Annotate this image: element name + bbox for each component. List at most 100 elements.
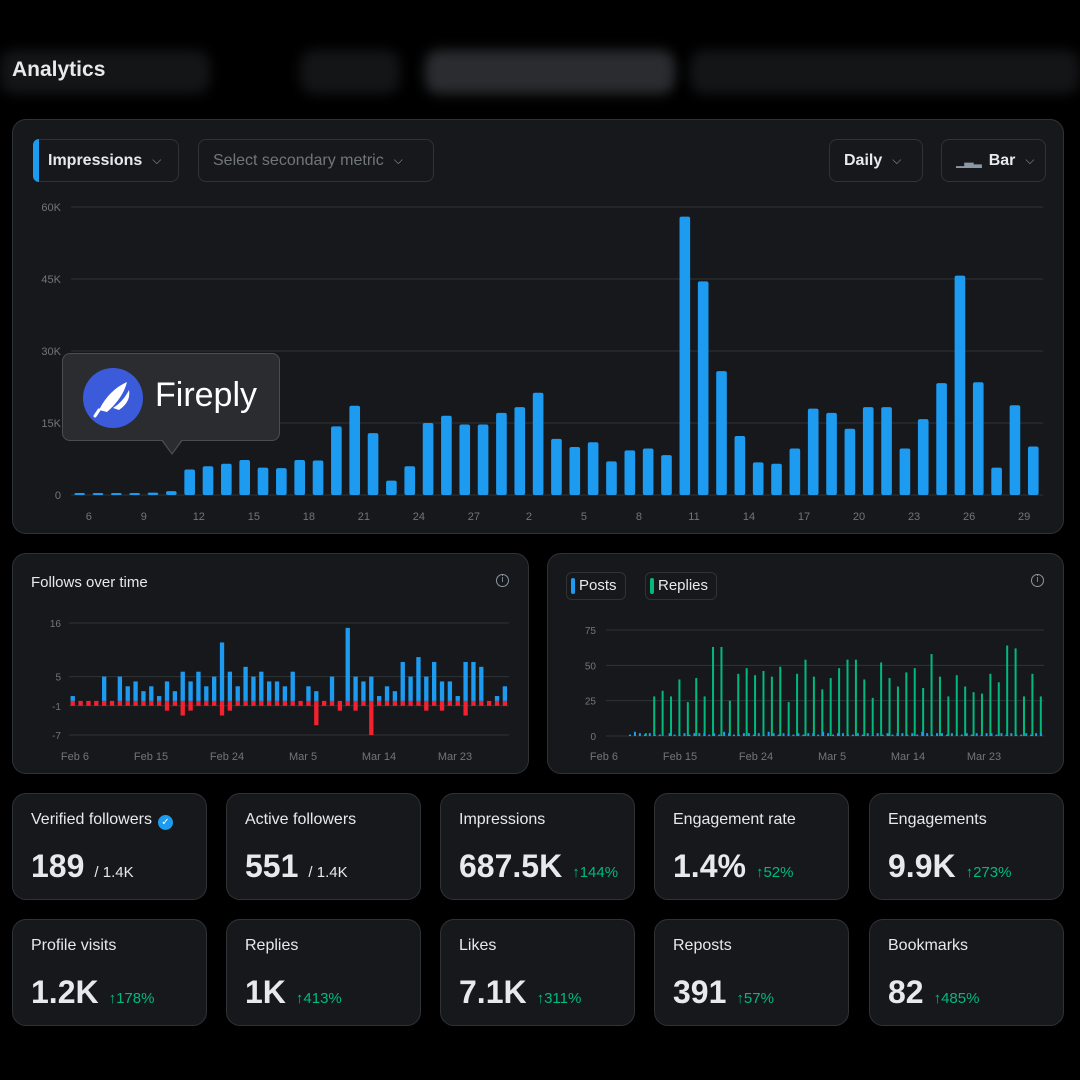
follows-gain-bar [345,627,350,701]
posts-bar [693,733,696,736]
posts-bar [698,733,701,736]
posts-bar [762,734,765,736]
y-tick-label: 25 [585,697,597,708]
x-tick-label: 21 [358,511,370,523]
secondary-metric-dropdown[interactable]: Select secondary metric ⌵ [198,139,434,182]
stat-label: Engagements [888,811,987,828]
replies-bar [997,682,1000,736]
x-tick-label: Mar 5 [818,751,846,763]
follows-loss-bar [337,700,343,711]
posts-bar [752,734,755,736]
impressions-bar [1009,405,1021,495]
stat-total: / 1.4K [94,864,134,881]
posts-bar [767,731,770,736]
stat-value: 391 [673,974,727,1010]
stat-card-active-followers: Active followers 551 / 1.4K [226,793,421,900]
stat-change: ↑311% [537,990,582,1007]
replies-bar [863,679,866,736]
follows-gain-bar [251,676,256,701]
impressions-bar [551,438,562,495]
firefly-logo-shape [93,382,130,418]
replies-bar [796,673,799,736]
follows-loss-bar [157,700,162,706]
replies-bar [1031,673,1034,736]
replies-bar [913,668,916,736]
blurred-region [0,50,210,94]
posts-bar [837,733,839,736]
follows-loss-bar [439,700,445,711]
follows-loss-bar [479,700,484,706]
legend-replies[interactable]: Replies [645,572,718,600]
stat-label-text: Verified followers [31,811,152,828]
info-icon[interactable]: i [496,574,509,587]
brand-tooltip: Fireply [62,353,280,455]
posts-bar [742,733,745,736]
posts-bar [668,733,671,736]
follows-gain-bar [314,691,319,701]
follows-loss-bar [251,700,256,706]
stat-label: Verified followers ✓ [31,811,173,830]
replies-bar [888,678,891,736]
replies-bar [938,676,941,736]
x-tick-label: Mar 14 [891,751,925,763]
posts-bar [1015,734,1018,736]
follows-loss-bar [424,700,429,711]
stat-value: 687.5K [459,848,563,884]
impressions-bar [74,493,85,495]
interval-dropdown[interactable]: Daily ⌵ [829,139,923,182]
primary-metric-dropdown[interactable]: Impressions ⌵ [33,139,179,182]
impressions-bar [972,382,984,495]
follows-gain-bar [424,676,429,701]
posts-bar [718,734,721,736]
impressions-bar [954,275,966,495]
follows-gain-bar [416,657,421,701]
follows-loss-bar [455,700,460,706]
x-tick-label: Feb 15 [134,751,168,763]
replies-bar [922,687,925,736]
follows-gain-bar [180,671,185,701]
info-icon[interactable]: i [1031,574,1044,587]
stat-value: 1.4% [673,848,746,884]
follows-loss-bar [117,700,123,706]
impressions-bar [422,423,434,495]
posts-bar [1030,734,1033,736]
follows-gain-bar [447,681,453,701]
posts-bar [985,733,988,736]
x-tick-label: 17 [798,511,810,523]
follows-loss-bar [180,700,185,716]
stat-value: 189 [31,848,85,884]
stat-change-text: 52% [763,864,794,881]
follows-loss-bar [94,700,99,706]
replies-bar [695,678,698,736]
posts-bar [945,734,948,736]
x-tick-label: 14 [743,511,755,523]
x-tick-label: 12 [193,511,205,523]
stat-card-engagement-rate: Engagement rate 1.4% ↑52% [654,793,849,900]
posts-bar [1005,734,1008,736]
replies-bar [964,686,967,736]
follows-gain-bar [227,671,233,701]
x-tick-label: Mar 5 [289,751,317,763]
posts-bar [797,733,800,736]
arrow-up-icon: ↑ [736,990,744,1007]
posts-bar [673,734,676,736]
impressions-bar [367,433,379,495]
arrow-up-icon: ↑ [295,990,304,1007]
impressions-bar [202,466,214,495]
posts-bar [832,734,835,736]
posts-bar [921,731,924,736]
chart-style-dropdown[interactable]: ▁▃▂ Bar ⌵ [941,139,1046,182]
stat-card-reposts: Reposts 391 ↑57% [654,919,849,1026]
follows-gain-bar [400,661,405,701]
follows-gain-bar [384,686,390,701]
posts-bar [965,733,968,736]
posts-bar [881,734,884,736]
x-tick-label: 2 [526,511,532,523]
replies-bar [989,673,992,736]
replies-bar [737,673,740,736]
posts-bar [926,733,929,736]
posts-bar [846,734,849,736]
stat-value: 7.1K [459,974,527,1010]
legend-posts[interactable]: Posts [566,572,626,600]
impressions-bar [587,442,599,495]
